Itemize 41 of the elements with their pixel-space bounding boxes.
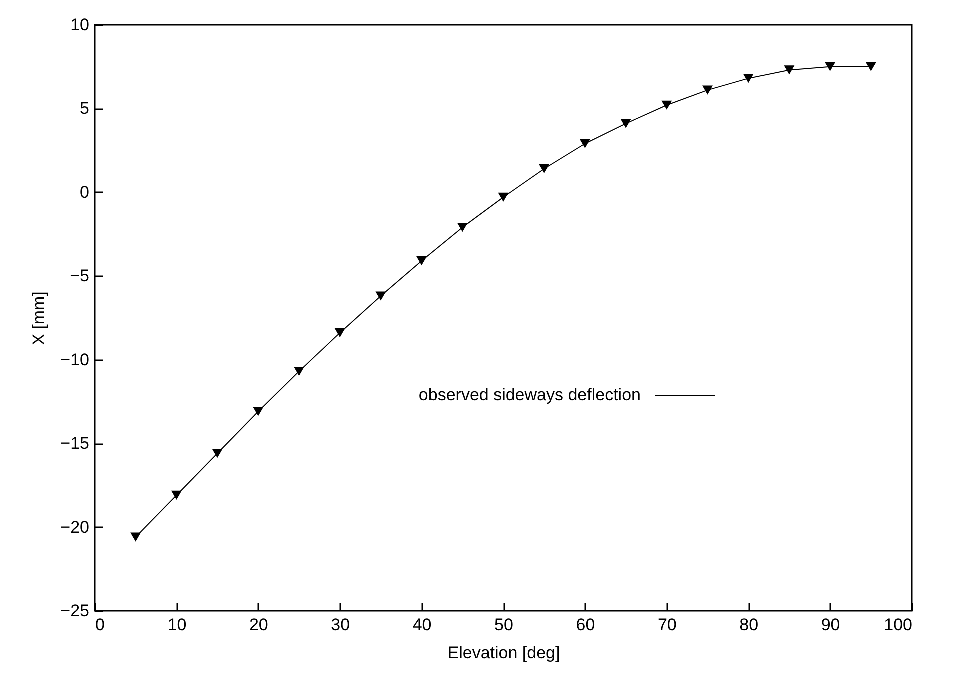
y-tick-label: −20 [60,518,90,537]
y-tick-label: −5 [70,266,90,286]
x-tick-label: 0 [96,616,105,634]
point [130,532,142,542]
point [376,292,386,301]
point [498,192,509,202]
x-tick-label: 10 [168,616,187,634]
point [416,256,428,266]
x-tick-label: 20 [249,616,268,634]
x-tick-label: 100 [884,616,912,634]
point [334,328,346,338]
point [662,100,672,110]
y-tick-label: −25 [60,602,90,620]
x-tick-label: 30 [331,616,350,634]
point [702,86,713,95]
x-tick-label: 70 [658,616,677,634]
y-tick-label: 10 [70,16,90,34]
point [457,223,468,232]
point [866,62,876,72]
point [294,367,304,376]
x-tick-label: 60 [576,616,596,634]
point [743,74,754,84]
point [171,490,182,500]
point [784,66,795,75]
legend-label: observed sideways deflection [418,386,641,404]
x-axis-title: Elevation [deg] [448,644,560,662]
x-tick-label: 40 [412,616,432,634]
x-tick-label: 90 [821,616,840,634]
point [620,119,632,128]
y-axis-title: X [mm] [30,292,49,346]
point [212,449,223,458]
point [580,139,590,148]
point [539,164,550,174]
y-tick-label: 5 [80,99,90,118]
y-tick-label: −10 [60,350,90,370]
point [825,62,836,72]
point [253,407,264,416]
x-tick-label: 80 [740,616,759,634]
y-tick-label: −15 [60,434,90,454]
y-tick-label: 0 [80,182,90,202]
x-tick-label: 50 [494,616,514,634]
